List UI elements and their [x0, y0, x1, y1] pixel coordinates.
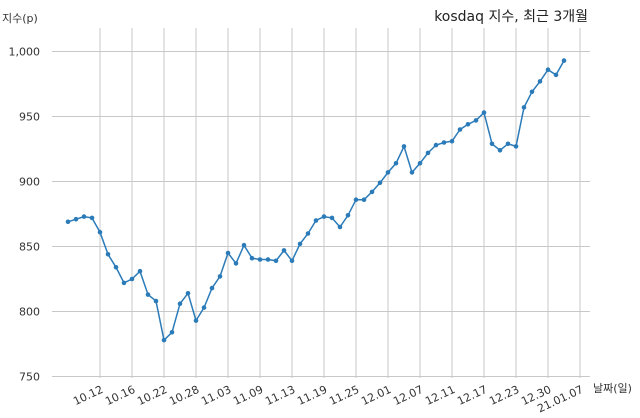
data-point — [105, 252, 111, 257]
data-point — [457, 127, 463, 132]
data-point — [337, 224, 343, 230]
data-point — [553, 72, 559, 78]
data-point — [265, 257, 271, 262]
data-point — [417, 161, 423, 166]
data-point — [217, 274, 223, 279]
data-point — [353, 197, 359, 202]
x-tick-label: 11.13 — [263, 383, 297, 408]
data-point — [169, 330, 175, 335]
data-point — [185, 291, 191, 296]
data-point — [297, 241, 303, 247]
x-tick-label: 12.07 — [391, 383, 425, 408]
data-point — [393, 161, 399, 166]
data-point — [401, 144, 407, 149]
data-point — [361, 197, 367, 202]
data-point — [329, 215, 335, 221]
x-axis-label: 날짜(일) — [593, 382, 632, 395]
data-point — [113, 265, 119, 270]
x-tick-label: 11.19 — [295, 383, 329, 408]
x-tick-labels: 10.1210.1610.2210.2811.0311.0911.1311.19… — [71, 383, 585, 415]
y-tick-label: 850 — [19, 241, 40, 254]
x-tick-label: 10.12 — [71, 383, 105, 408]
data-point — [505, 141, 511, 147]
data-point — [449, 138, 455, 144]
x-tick-label: 10.16 — [103, 383, 137, 408]
data-point — [233, 261, 239, 266]
y-axis-label: 지수(p) — [2, 12, 38, 25]
data-point — [257, 257, 263, 262]
data-point — [81, 214, 87, 219]
data-point — [121, 280, 127, 286]
x-tick-label: 12.17 — [455, 383, 489, 408]
data-point — [321, 214, 327, 219]
data-point — [561, 58, 567, 63]
data-point — [225, 250, 231, 256]
data-point — [137, 268, 143, 274]
data-point — [537, 79, 543, 84]
x-tick-label: 11.03 — [199, 383, 233, 408]
x-gridlines — [99, 28, 581, 378]
data-point — [473, 118, 479, 123]
y-tick-label: 1,000 — [9, 46, 41, 59]
data-point — [497, 148, 503, 153]
data-point — [489, 141, 495, 147]
data-point — [369, 189, 375, 195]
data-point — [305, 231, 311, 236]
data-point — [201, 305, 207, 310]
data-point — [425, 150, 431, 156]
data-point — [545, 67, 551, 72]
data-point — [289, 258, 295, 264]
y-tick-labels: 750 800 850 900 950 1,000 — [9, 46, 41, 384]
y-tick-label: 750 — [19, 371, 40, 384]
x-tick-label: 10.22 — [135, 383, 169, 408]
data-point — [409, 170, 415, 175]
data-point — [129, 276, 135, 282]
x-tick-label: 12.11 — [423, 383, 457, 408]
data-point — [465, 122, 471, 127]
y-gridlines — [52, 51, 590, 377]
data-point — [481, 110, 487, 115]
data-point — [97, 229, 103, 235]
data-point — [161, 337, 167, 343]
x-tick-label: 10.28 — [167, 383, 201, 408]
x-tick-label: 11.25 — [327, 383, 361, 408]
data-point — [153, 298, 159, 304]
series-line — [67, 60, 565, 342]
x-tick-label: 12.23 — [487, 383, 521, 408]
x-tick-label: 11.09 — [231, 383, 265, 408]
data-point — [521, 105, 527, 110]
data-point — [89, 215, 95, 221]
data-point — [177, 301, 183, 307]
series-points — [65, 58, 567, 343]
data-point — [145, 292, 151, 297]
data-point — [441, 140, 447, 145]
data-point — [345, 213, 351, 218]
data-point — [433, 142, 439, 148]
data-point — [73, 216, 79, 222]
data-point — [193, 318, 199, 323]
data-point — [281, 248, 287, 253]
y-tick-label: 900 — [19, 176, 40, 189]
data-point — [385, 170, 391, 175]
data-point — [241, 242, 247, 248]
data-point — [313, 218, 319, 223]
x-tick-label: 12.01 — [359, 383, 393, 408]
y-tick-label: 950 — [19, 111, 40, 124]
data-point — [249, 255, 255, 261]
y-tick-label: 800 — [19, 306, 40, 319]
data-point — [65, 219, 71, 225]
data-point — [377, 180, 383, 186]
chart-title: kosdaq 지수, 최근 3개월 — [434, 9, 588, 25]
data-point — [209, 285, 215, 291]
data-point — [529, 89, 535, 95]
data-point — [273, 258, 279, 264]
data-point — [513, 144, 519, 149]
